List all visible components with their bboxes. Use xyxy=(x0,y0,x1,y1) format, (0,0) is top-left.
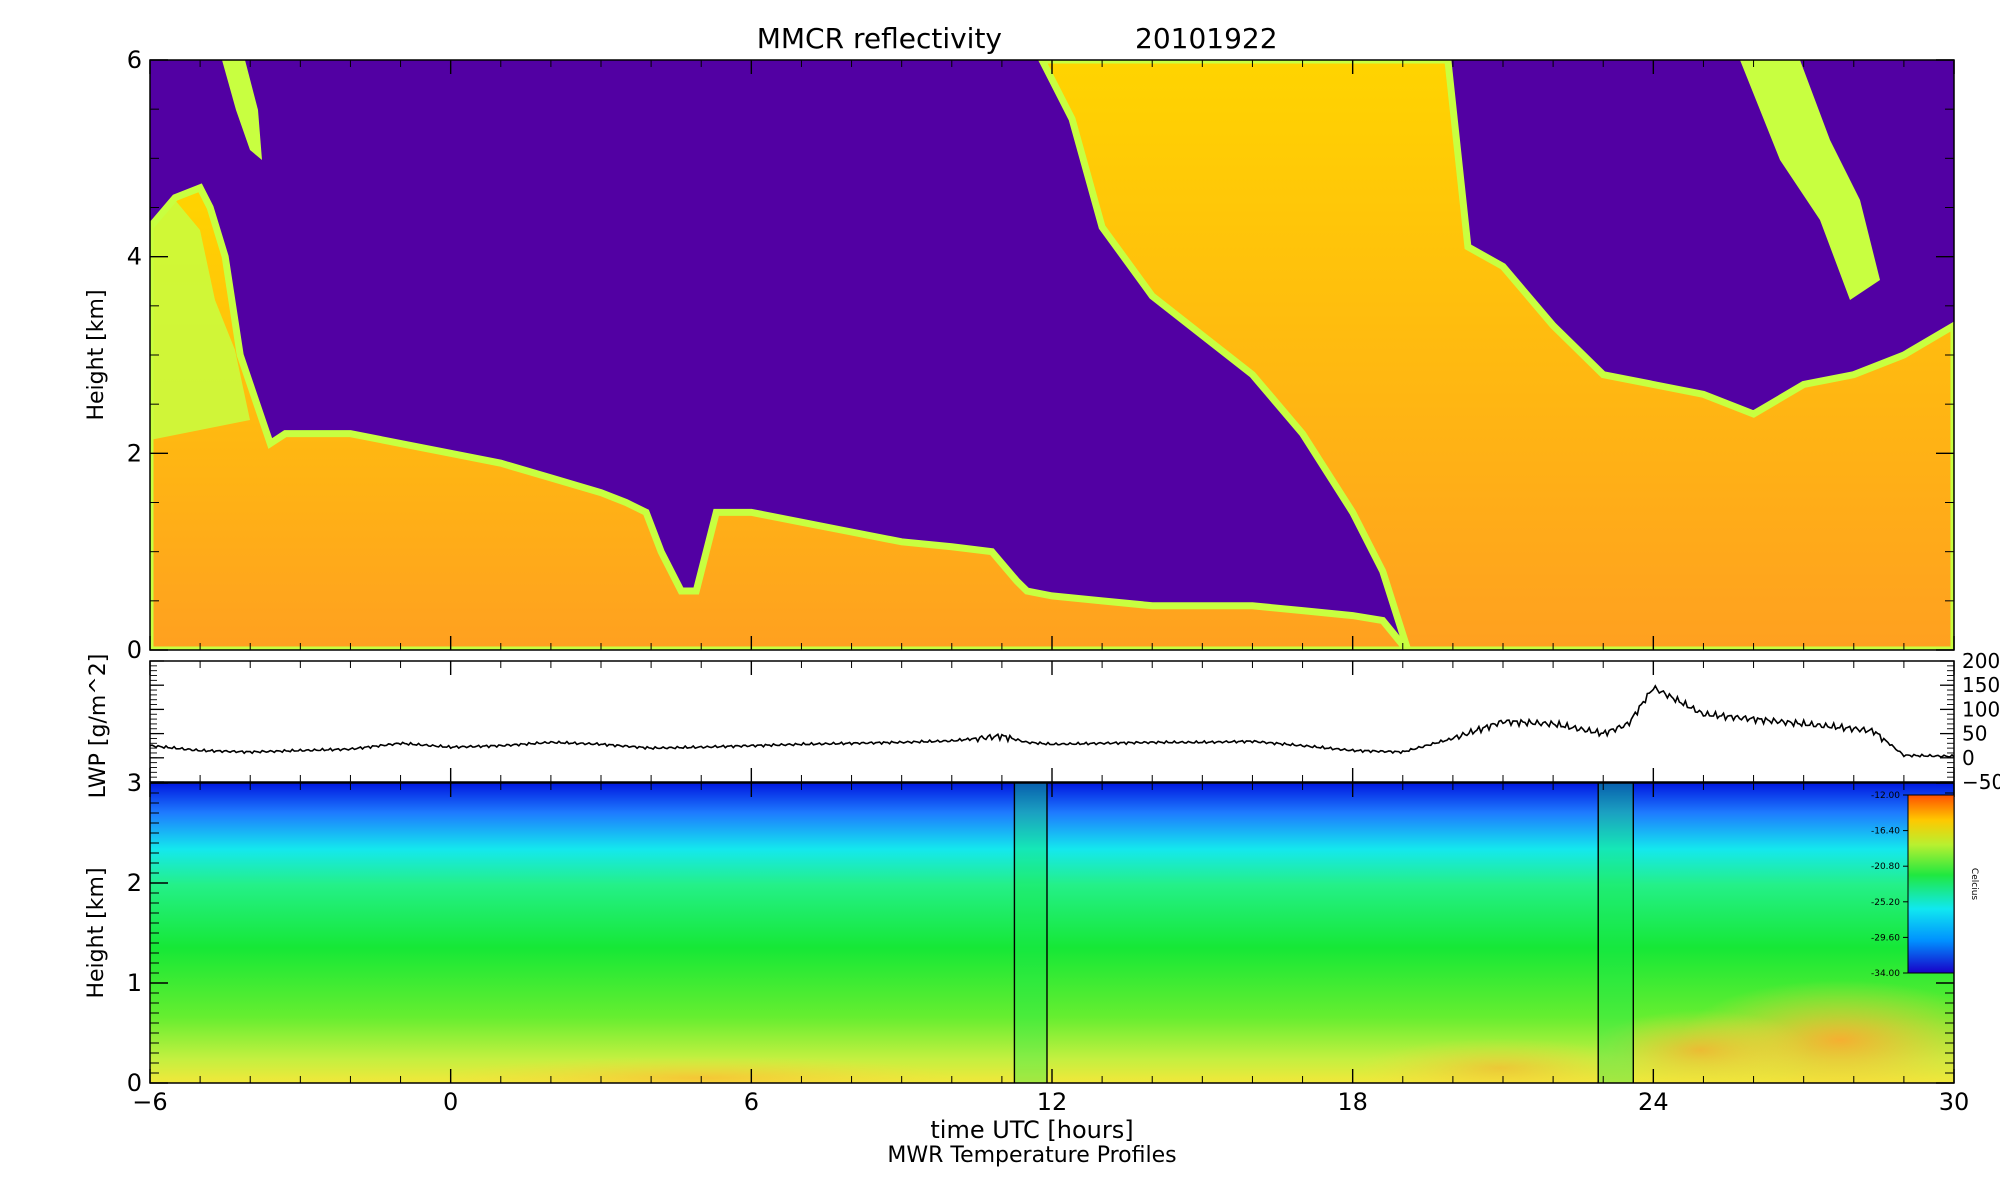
chart-date: 20101922 xyxy=(1135,22,1278,55)
chart-title: MMCR reflectivity xyxy=(757,22,1002,55)
lwp-series-line xyxy=(149,684,1955,758)
x-tick-labels: −6 0 6 12 18 24 30 xyxy=(132,1088,1969,1116)
temperature-ticks: 0 1 2 3 xyxy=(127,769,1955,1097)
x-tick-label: 30 xyxy=(1939,1088,1970,1116)
lwp-tick-label: 0 xyxy=(1962,746,1975,770)
temperature-tick-label: 3 xyxy=(127,769,142,797)
x-tick-label: 6 xyxy=(744,1088,759,1116)
x-tick-label: 0 xyxy=(443,1088,458,1116)
lwp-frame xyxy=(149,660,1955,783)
colorbar-tick-label: -29.60 xyxy=(1871,933,1900,943)
warm-region-left xyxy=(440,1056,960,1083)
colorbar-tick-label: -34.00 xyxy=(1871,969,1900,979)
temperature-ylabel: Height [km] xyxy=(84,867,109,998)
temperature-tick-label: 2 xyxy=(127,869,142,897)
colorbar-ticks: -12.00 -16.40 -20.80 -25.20 -29.60 -34.00 xyxy=(1871,791,1908,979)
reflectivity-tick-label: 2 xyxy=(127,439,142,467)
warm-region-center xyxy=(1360,1038,1640,1083)
colorbar-tick-label: -25.20 xyxy=(1871,898,1900,908)
reflectivity-ticks: 0 2 4 6 xyxy=(127,46,1955,664)
lwp-tick-label: 150 xyxy=(1962,673,2000,697)
colorbar-label: Celcius xyxy=(1969,868,1979,900)
reflectivity-tick-label: 6 xyxy=(127,46,142,74)
warm-region-right-2 xyxy=(1590,1010,1810,1083)
cloud-upper-left-patch xyxy=(222,60,262,160)
temperature-panel xyxy=(150,783,1954,1083)
x-tick-label: 12 xyxy=(1037,1088,1068,1116)
reflectivity-panel xyxy=(150,60,1954,650)
colorbar xyxy=(1907,794,1955,974)
upper-cloud-region xyxy=(1038,60,1954,650)
colorbar-tick-label: -16.40 xyxy=(1871,827,1900,837)
lwp-tick-label: 50 xyxy=(1962,722,1987,746)
x-tick-label: −6 xyxy=(132,1088,167,1116)
temperature-tick-label: 1 xyxy=(127,969,142,997)
x-tick-label: 18 xyxy=(1337,1088,1368,1116)
reflectivity-ylabel: Height [km] xyxy=(84,289,109,420)
colorbar-tick-label: -20.80 xyxy=(1871,862,1900,872)
temperature-gaps xyxy=(1013,783,1634,1083)
lwp-tick-label: 100 xyxy=(1962,697,2000,721)
data-gap-band xyxy=(1598,783,1634,1083)
cloud-upper-right-patch xyxy=(1740,60,1880,300)
temperature-panel-title: MWR Temperature Profiles xyxy=(887,1143,1176,1168)
colorbar-tick-label: -12.00 xyxy=(1871,791,1900,801)
data-gap-band xyxy=(1014,783,1047,1083)
reflectivity-tick-label: 4 xyxy=(127,243,142,271)
lwp-ylabel: LWP [g/m^2] xyxy=(86,654,111,799)
x-tick-label: 24 xyxy=(1638,1088,1669,1116)
lwp-tick-label: 200 xyxy=(1962,649,2000,673)
reflectivity-tick-label: 0 xyxy=(127,636,142,664)
x-axis-label: time UTC [hours] xyxy=(930,1116,1133,1144)
temperature-tick-label: 0 xyxy=(127,1069,142,1097)
lower-cloud-region xyxy=(150,183,1419,650)
cloud-lower-left-patch xyxy=(150,200,250,440)
lwp-tick-label: −50 xyxy=(1962,770,2000,794)
